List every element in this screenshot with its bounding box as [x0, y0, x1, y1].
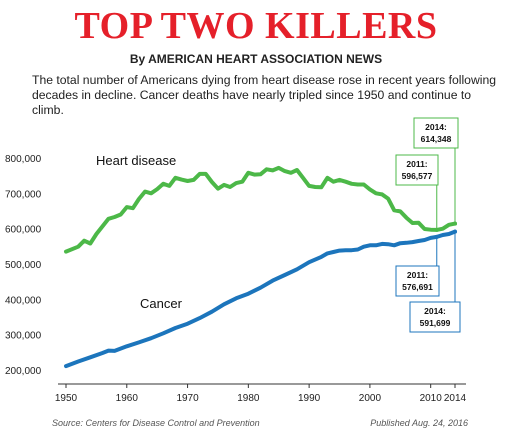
- y-tick-label: 300,000: [5, 331, 42, 342]
- y-tick-label: 500,000: [5, 260, 42, 271]
- annotation-box: [409, 301, 461, 333]
- annotation-point: [434, 234, 439, 239]
- annotation-value: 591,699: [420, 318, 451, 328]
- y-tick-label: 600,000: [5, 225, 42, 236]
- x-tick-label: 1980: [237, 393, 260, 404]
- annotation-box: [395, 265, 440, 297]
- annotation-point: [453, 221, 457, 226]
- series-line-cancer: [64, 229, 457, 369]
- byline: By AMERICAN HEART ASSOCIATION NEWS: [129, 52, 383, 66]
- chart-description: The total number of Americans dying from…: [32, 73, 497, 117]
- y-tick-label: 800,000: [5, 154, 42, 165]
- series-label-cancer: Cancer: [140, 296, 183, 311]
- annotation-value: 596,577: [402, 171, 433, 181]
- annotation-label: 2014:: [424, 306, 446, 316]
- series-label-heart-disease: Heart disease: [96, 153, 176, 168]
- x-tick-label: 1960: [116, 393, 139, 404]
- y-tick-label: 200,000: [5, 366, 42, 377]
- annotation-box: [413, 117, 459, 149]
- series-line-heart-disease: [64, 165, 457, 254]
- annotation-value: 614,348: [421, 134, 452, 144]
- x-tick-label: 2010: [420, 393, 443, 404]
- annotation-label: 2014:: [425, 122, 447, 132]
- x-tick-label: 1990: [298, 393, 321, 404]
- annotation-point: [453, 229, 457, 234]
- annotation-label: 2011:: [406, 159, 427, 169]
- x-tick-label: 1950: [55, 393, 78, 404]
- source-note: Source: Centers for Disease Control and …: [52, 418, 260, 428]
- x-tick-label: 1970: [176, 393, 199, 404]
- annotation-box: [395, 154, 439, 186]
- published-date: Published Aug. 24, 2016: [370, 418, 468, 428]
- annotation-point: [434, 227, 439, 232]
- annotation-value: 576,691: [402, 282, 433, 292]
- y-tick-label: 400,000: [5, 295, 42, 306]
- x-tick-label: 2014: [444, 393, 467, 404]
- chart-title: TOP TWO KILLERS: [74, 5, 438, 47]
- y-tick-label: 700,000: [5, 189, 42, 200]
- annotation-label: 2011:: [407, 270, 428, 280]
- x-tick-label: 2000: [359, 393, 382, 404]
